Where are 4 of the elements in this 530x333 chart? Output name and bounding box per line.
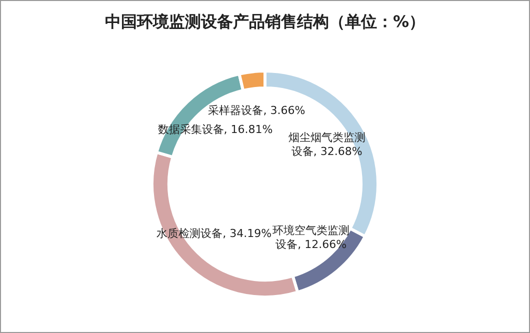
slice-label: 采样器设备, 3.66% <box>208 104 306 118</box>
slice-label: 水质检测设备, 34.19% <box>156 227 272 242</box>
slice-label: 烟尘烟气类监测设备, 32.68% <box>287 130 366 159</box>
chart-title: 中国环境监测设备产品销售结构（单位：%） <box>104 12 426 31</box>
